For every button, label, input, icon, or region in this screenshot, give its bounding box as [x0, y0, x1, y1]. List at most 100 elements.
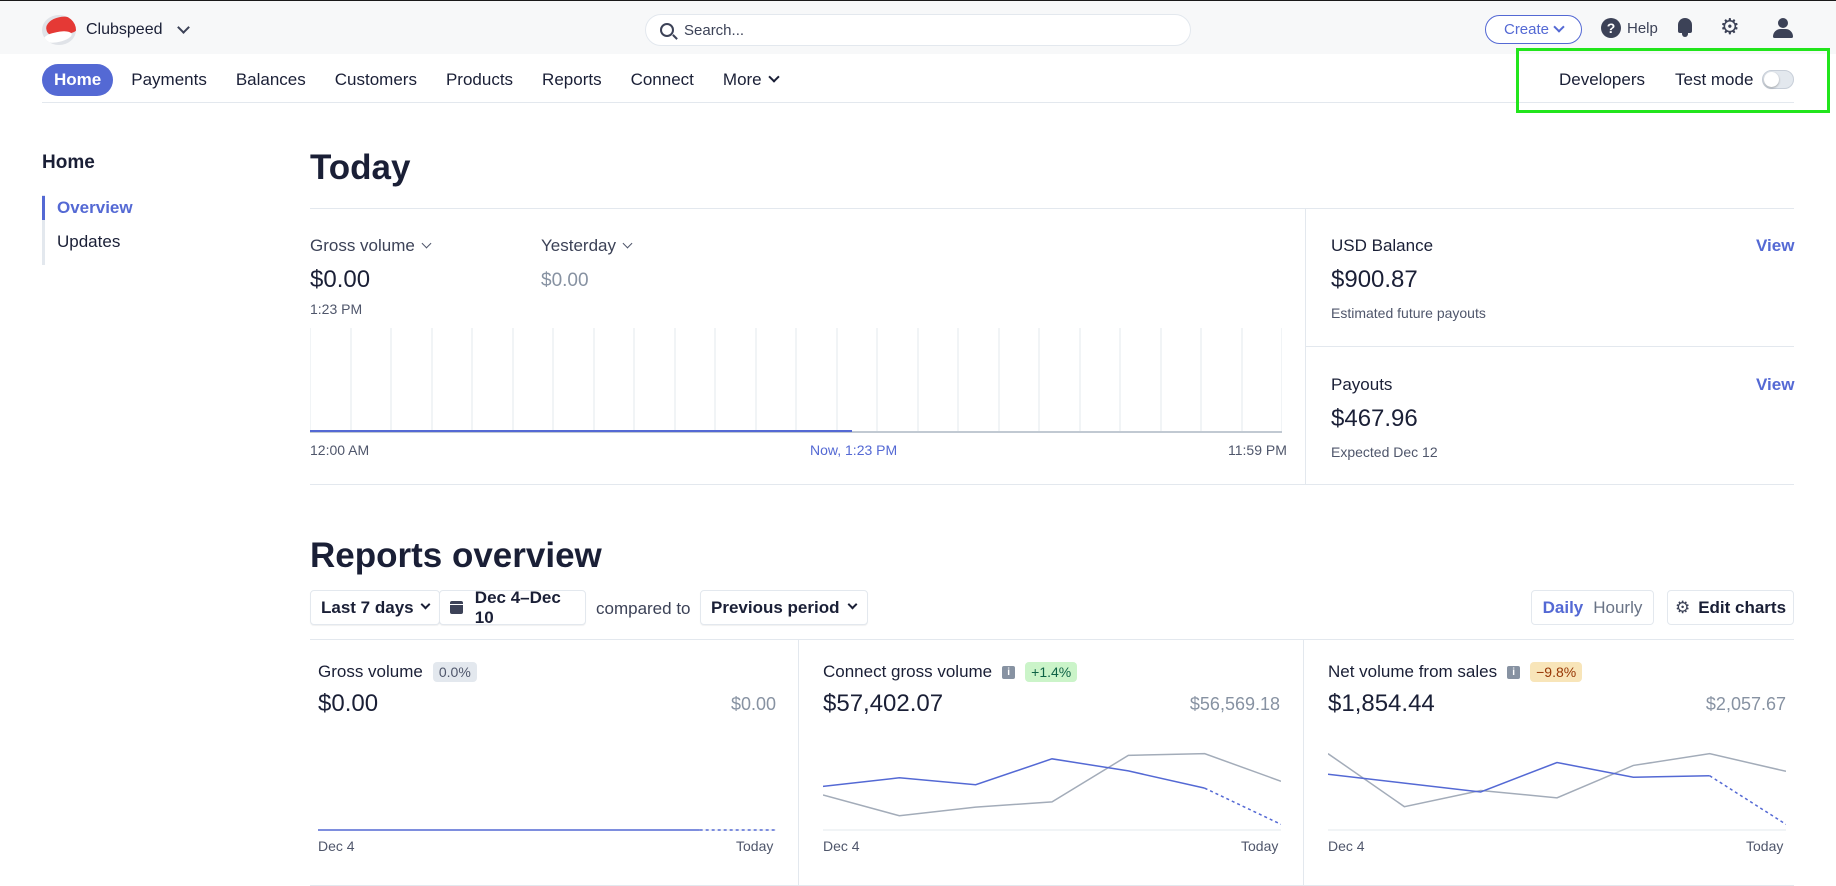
- gross-volume-value: $0.00: [310, 266, 371, 293]
- bell-icon[interactable]: [1676, 17, 1694, 37]
- sidebar-title: Home: [42, 152, 95, 173]
- today-chart: [310, 328, 1282, 433]
- chevron-down-icon: [767, 71, 780, 83]
- chevron-down-icon: [622, 238, 633, 248]
- card-chart-net-volume: [1328, 752, 1786, 831]
- payouts-label: Payouts: [1331, 375, 1393, 394]
- create-button[interactable]: Create: [1485, 15, 1582, 44]
- series-line-current: [1328, 761, 1710, 793]
- divider: [798, 639, 799, 885]
- card-title-text: Connect gross volume: [823, 662, 993, 681]
- daily-option[interactable]: Daily: [1542, 597, 1584, 617]
- usd-balance-sub: Estimated future payouts: [1331, 305, 1486, 321]
- change-badge: +1.4%: [1025, 662, 1078, 682]
- yesterday-selector[interactable]: Yesterday: [541, 236, 633, 256]
- card-axis-start: Dec 4: [318, 838, 355, 854]
- nav-payments[interactable]: Payments: [131, 70, 207, 89]
- test-mode-label: Test mode: [1675, 70, 1754, 89]
- help-icon: ?: [1601, 18, 1621, 38]
- search-input[interactable]: [684, 21, 1164, 39]
- gear-icon: ⚙: [1674, 597, 1691, 617]
- nav-products[interactable]: Products: [445, 70, 514, 89]
- user-icon[interactable]: [1772, 17, 1794, 39]
- edit-charts-label: Edit charts: [1698, 597, 1787, 617]
- range-select[interactable]: Last 7 days: [310, 590, 440, 625]
- payouts-value: $467.96: [1331, 405, 1418, 432]
- edit-charts-button[interactable]: ⚙ Edit charts: [1667, 590, 1794, 625]
- info-icon[interactable]: i: [1002, 665, 1016, 679]
- nav-balances[interactable]: Balances: [235, 70, 306, 89]
- card-axis-end: Today: [736, 838, 774, 854]
- search-bar[interactable]: [645, 14, 1191, 46]
- divider: [310, 208, 1794, 209]
- series-line-current-partial: [1204, 787, 1281, 826]
- series-line-previous: [1328, 752, 1786, 808]
- change-badge: 0.0%: [432, 662, 477, 682]
- today-heading: Today: [310, 148, 411, 187]
- today-axis-now: Now, 1:23 PM: [810, 442, 898, 458]
- range-label: Last 7 days: [321, 597, 414, 617]
- nav-reports[interactable]: Reports: [542, 70, 602, 89]
- sidebar-item-overview[interactable]: Overview: [57, 198, 133, 217]
- gross-volume-label: Gross volume: [310, 236, 415, 255]
- top-bar: Clubspeed Create ? Help ⚙: [0, 0, 1836, 54]
- nav-customers[interactable]: Customers: [334, 70, 417, 89]
- usd-balance-value: $900.87: [1331, 266, 1418, 293]
- card-connect-gross-volume-title: Connect gross volume i +1.4%: [823, 662, 1078, 682]
- sidebar-active-indicator: [42, 196, 45, 220]
- sidebar-item-updates[interactable]: Updates: [57, 232, 121, 251]
- chevron-down-icon: [420, 599, 431, 610]
- gross-volume-selector[interactable]: Gross volume: [310, 236, 432, 256]
- account-name: Clubspeed: [86, 21, 163, 38]
- today-axis-end: 11:59 PM: [1228, 442, 1287, 458]
- create-label: Create: [1503, 21, 1550, 38]
- change-badge: −9.8%: [1530, 662, 1583, 682]
- chevron-down-icon: [1553, 20, 1565, 33]
- usd-balance-view-link[interactable]: View: [1756, 236, 1795, 255]
- help-label: Help: [1627, 19, 1658, 37]
- highlight-box: [1516, 48, 1830, 113]
- card-title-text: Net volume from sales: [1328, 662, 1498, 681]
- card-gross-volume-title: Gross volume 0.0%: [318, 662, 477, 682]
- card-compare-value: $56,569.18: [1189, 694, 1280, 714]
- chevron-down-icon: [176, 20, 190, 34]
- calendar-icon: [450, 601, 464, 614]
- divider: [1305, 346, 1794, 347]
- help-button[interactable]: ? Help: [1601, 18, 1658, 38]
- sidebar-track: [42, 195, 45, 265]
- series-line-previous: [823, 752, 1281, 817]
- gross-volume-time: 1:23 PM: [310, 301, 363, 317]
- gear-icon[interactable]: ⚙: [1720, 14, 1740, 39]
- nav-home[interactable]: Home: [42, 64, 114, 96]
- card-chart-gross-volume: [318, 829, 776, 831]
- yesterday-label: Yesterday: [541, 236, 616, 255]
- card-chart-connect-gross-volume: [823, 752, 1281, 831]
- main-nav: Home Payments Balances Customers Product…: [42, 62, 807, 98]
- card-axis-start: Dec 4: [1328, 838, 1365, 854]
- compare-period-select[interactable]: Previous period: [700, 590, 868, 625]
- payouts-view-link[interactable]: View: [1756, 375, 1795, 394]
- compared-to-label: compared to: [596, 599, 691, 618]
- usd-balance-label: USD Balance: [1331, 236, 1434, 255]
- divider: [310, 484, 1794, 485]
- card-axis-end: Today: [1241, 838, 1279, 854]
- nav-more[interactable]: More: [722, 70, 780, 90]
- today-axis-start: 12:00 AM: [310, 442, 370, 458]
- granularity-toggle: Daily Hourly: [1531, 590, 1654, 625]
- payouts-sub: Expected Dec 12: [1331, 444, 1438, 460]
- test-mode-toggle[interactable]: [1762, 70, 1794, 89]
- account-switcher[interactable]: Clubspeed: [42, 15, 190, 45]
- nav-connect[interactable]: Connect: [630, 70, 694, 89]
- reports-heading: Reports overview: [310, 536, 602, 575]
- card-compare-value: $0.00: [730, 694, 776, 714]
- clubspeed-logo: [42, 15, 76, 45]
- date-range-label: Dec 4–Dec 10: [474, 587, 561, 627]
- nav-more-label: More: [722, 70, 762, 89]
- date-range-picker[interactable]: Dec 4–Dec 10: [439, 587, 586, 627]
- divider: [310, 639, 1794, 640]
- card-value: $0.00: [318, 690, 379, 717]
- hourly-option[interactable]: Hourly: [1593, 597, 1643, 617]
- info-icon[interactable]: i: [1507, 665, 1521, 679]
- developers-link[interactable]: Developers: [1559, 70, 1645, 89]
- card-value: $57,402.07: [823, 690, 944, 717]
